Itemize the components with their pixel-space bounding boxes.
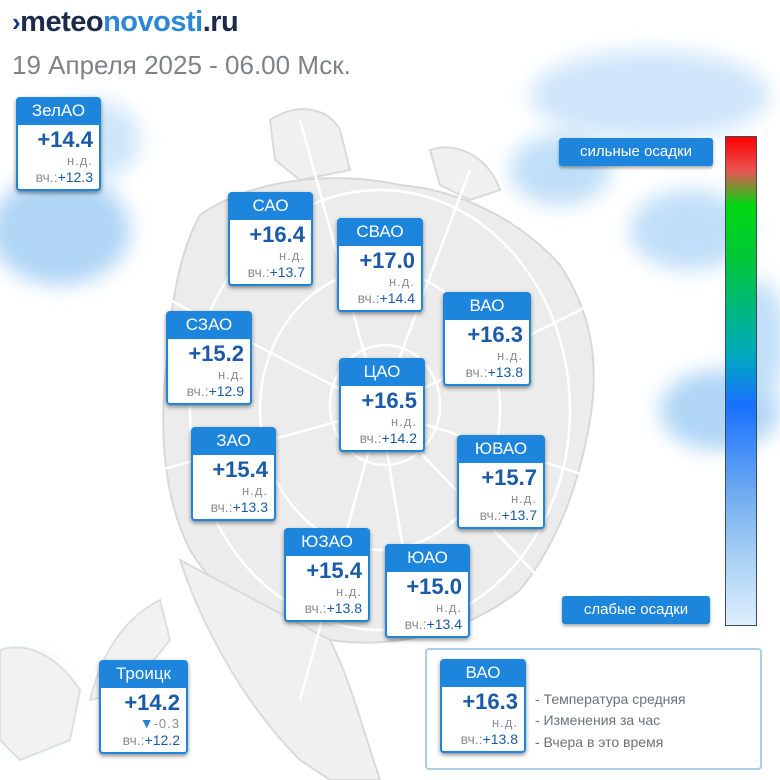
district-yesterday: вч.:+14.4 <box>357 290 415 306</box>
district-hour-change: н.д. <box>497 348 523 363</box>
legend-sample-card: ВАО +16.3 н.д. вч.:+13.8 <box>440 659 526 753</box>
precip-low-label: слабые осадки <box>562 596 710 624</box>
district-name: ЗАО <box>193 429 274 455</box>
legend-item-hour-change: - Изменения за час <box>535 712 661 728</box>
district-hour-change: н.д. <box>389 274 415 289</box>
district-yesterday: вч.:+13.8 <box>304 600 362 616</box>
district-card-yuao: ЮАО +15.0 н.д. вч.:+13.4 <box>385 544 470 638</box>
district-temperature: +14.2 <box>124 690 180 715</box>
district-name: ЮЗАО <box>286 530 368 556</box>
district-card-yuzao: ЮЗАО +15.4 н.д. вч.:+13.8 <box>284 528 370 622</box>
district-name: ЦАО <box>341 360 423 386</box>
district-name: ЮАО <box>387 546 468 572</box>
district-temperature: +15.0 <box>406 574 462 599</box>
precip-high-label: сильные осадки <box>559 138 713 166</box>
district-card-szao: СЗАО +15.2 н.д. вч.:+12.9 <box>166 311 252 405</box>
down-triangle-icon: ▼ <box>139 715 154 731</box>
district-hour-change: ▼-0.3 <box>139 715 180 732</box>
district-yesterday: вч.:+12.9 <box>186 383 244 399</box>
district-hour-change: н.д. <box>391 414 417 429</box>
district-temperature: +15.4 <box>306 558 362 583</box>
district-name: ЗелАО <box>18 99 99 125</box>
district-temperature: +15.7 <box>481 465 537 490</box>
forecast-date: 19 Апреля 2025 - 06.00 Мск. <box>12 50 351 80</box>
legend-item-yesterday: - Вчера в это время <box>535 734 664 750</box>
district-hour-change: н.д. <box>336 584 362 599</box>
district-hour-change: н.д. <box>492 715 518 730</box>
district-hour-change: н.д. <box>67 153 93 168</box>
district-hour-change: н.д. <box>279 248 305 263</box>
district-temperature: +16.5 <box>361 388 417 413</box>
district-temperature: +17.0 <box>359 248 415 273</box>
district-card-zelao: ЗелАО +14.4 н.д. вч.:+12.3 <box>16 97 101 191</box>
district-yesterday: вч.:+14.2 <box>359 430 417 446</box>
district-name: СВАО <box>339 220 421 246</box>
district-card-sao: САО +16.4 н.д. вч.:+13.7 <box>228 192 313 286</box>
district-yesterday: вч.:+12.3 <box>35 169 93 185</box>
district-card-troitsk: Троицк +14.2 ▼-0.3 вч.:+12.2 <box>99 660 188 754</box>
district-yesterday: вч.:+13.7 <box>247 264 305 280</box>
site-logo[interactable]: ›meteonovosti.ru <box>12 6 239 39</box>
district-temperature: +16.4 <box>249 222 305 247</box>
district-temperature: +15.4 <box>212 457 268 482</box>
district-card-vao: ВАО +16.3 н.д. вч.:+13.8 <box>443 292 531 386</box>
district-name: Троицк <box>101 662 186 688</box>
legend-item-temperature: - Температура средняя <box>535 691 686 707</box>
district-name: ЮВАО <box>459 437 543 463</box>
district-yesterday: вч.:+13.8 <box>460 731 518 747</box>
district-hour-change: н.д. <box>242 483 268 498</box>
district-yesterday: вч.:+13.3 <box>210 499 268 515</box>
precipitation-colorbar <box>725 136 757 626</box>
district-hour-change: н.д. <box>511 491 537 506</box>
district-hour-change: н.д. <box>218 367 244 382</box>
district-hour-change: н.д. <box>436 600 462 615</box>
district-name: САО <box>230 194 311 220</box>
district-yesterday: вч.:+13.7 <box>479 507 537 523</box>
district-name: ВАО <box>445 294 529 320</box>
logo-chevron-icon: › <box>12 7 21 37</box>
district-temperature: +16.3 <box>462 689 518 714</box>
district-yesterday: вч.:+13.8 <box>465 364 523 380</box>
logo-text-domain: .ru <box>202 6 239 38</box>
district-temperature: +15.2 <box>188 341 244 366</box>
logo-text-novosti: novosti <box>103 6 203 38</box>
district-card-yuvao: ЮВАО +15.7 н.д. вч.:+13.7 <box>457 435 545 529</box>
district-temperature: +16.3 <box>467 322 523 347</box>
district-yesterday: вч.:+13.4 <box>404 616 462 632</box>
district-card-svao: СВАО +17.0 н.д. вч.:+14.4 <box>337 218 423 312</box>
district-name: ВАО <box>442 661 524 687</box>
logo-text-meteo: meteo <box>20 6 104 38</box>
district-name: СЗАО <box>168 313 250 339</box>
district-card-zao: ЗАО +15.4 н.д. вч.:+13.3 <box>191 427 276 521</box>
district-card-tsao: ЦАО +16.5 н.д. вч.:+14.2 <box>339 358 425 452</box>
district-temperature: +14.4 <box>37 127 93 152</box>
district-yesterday: вч.:+12.2 <box>122 732 180 748</box>
